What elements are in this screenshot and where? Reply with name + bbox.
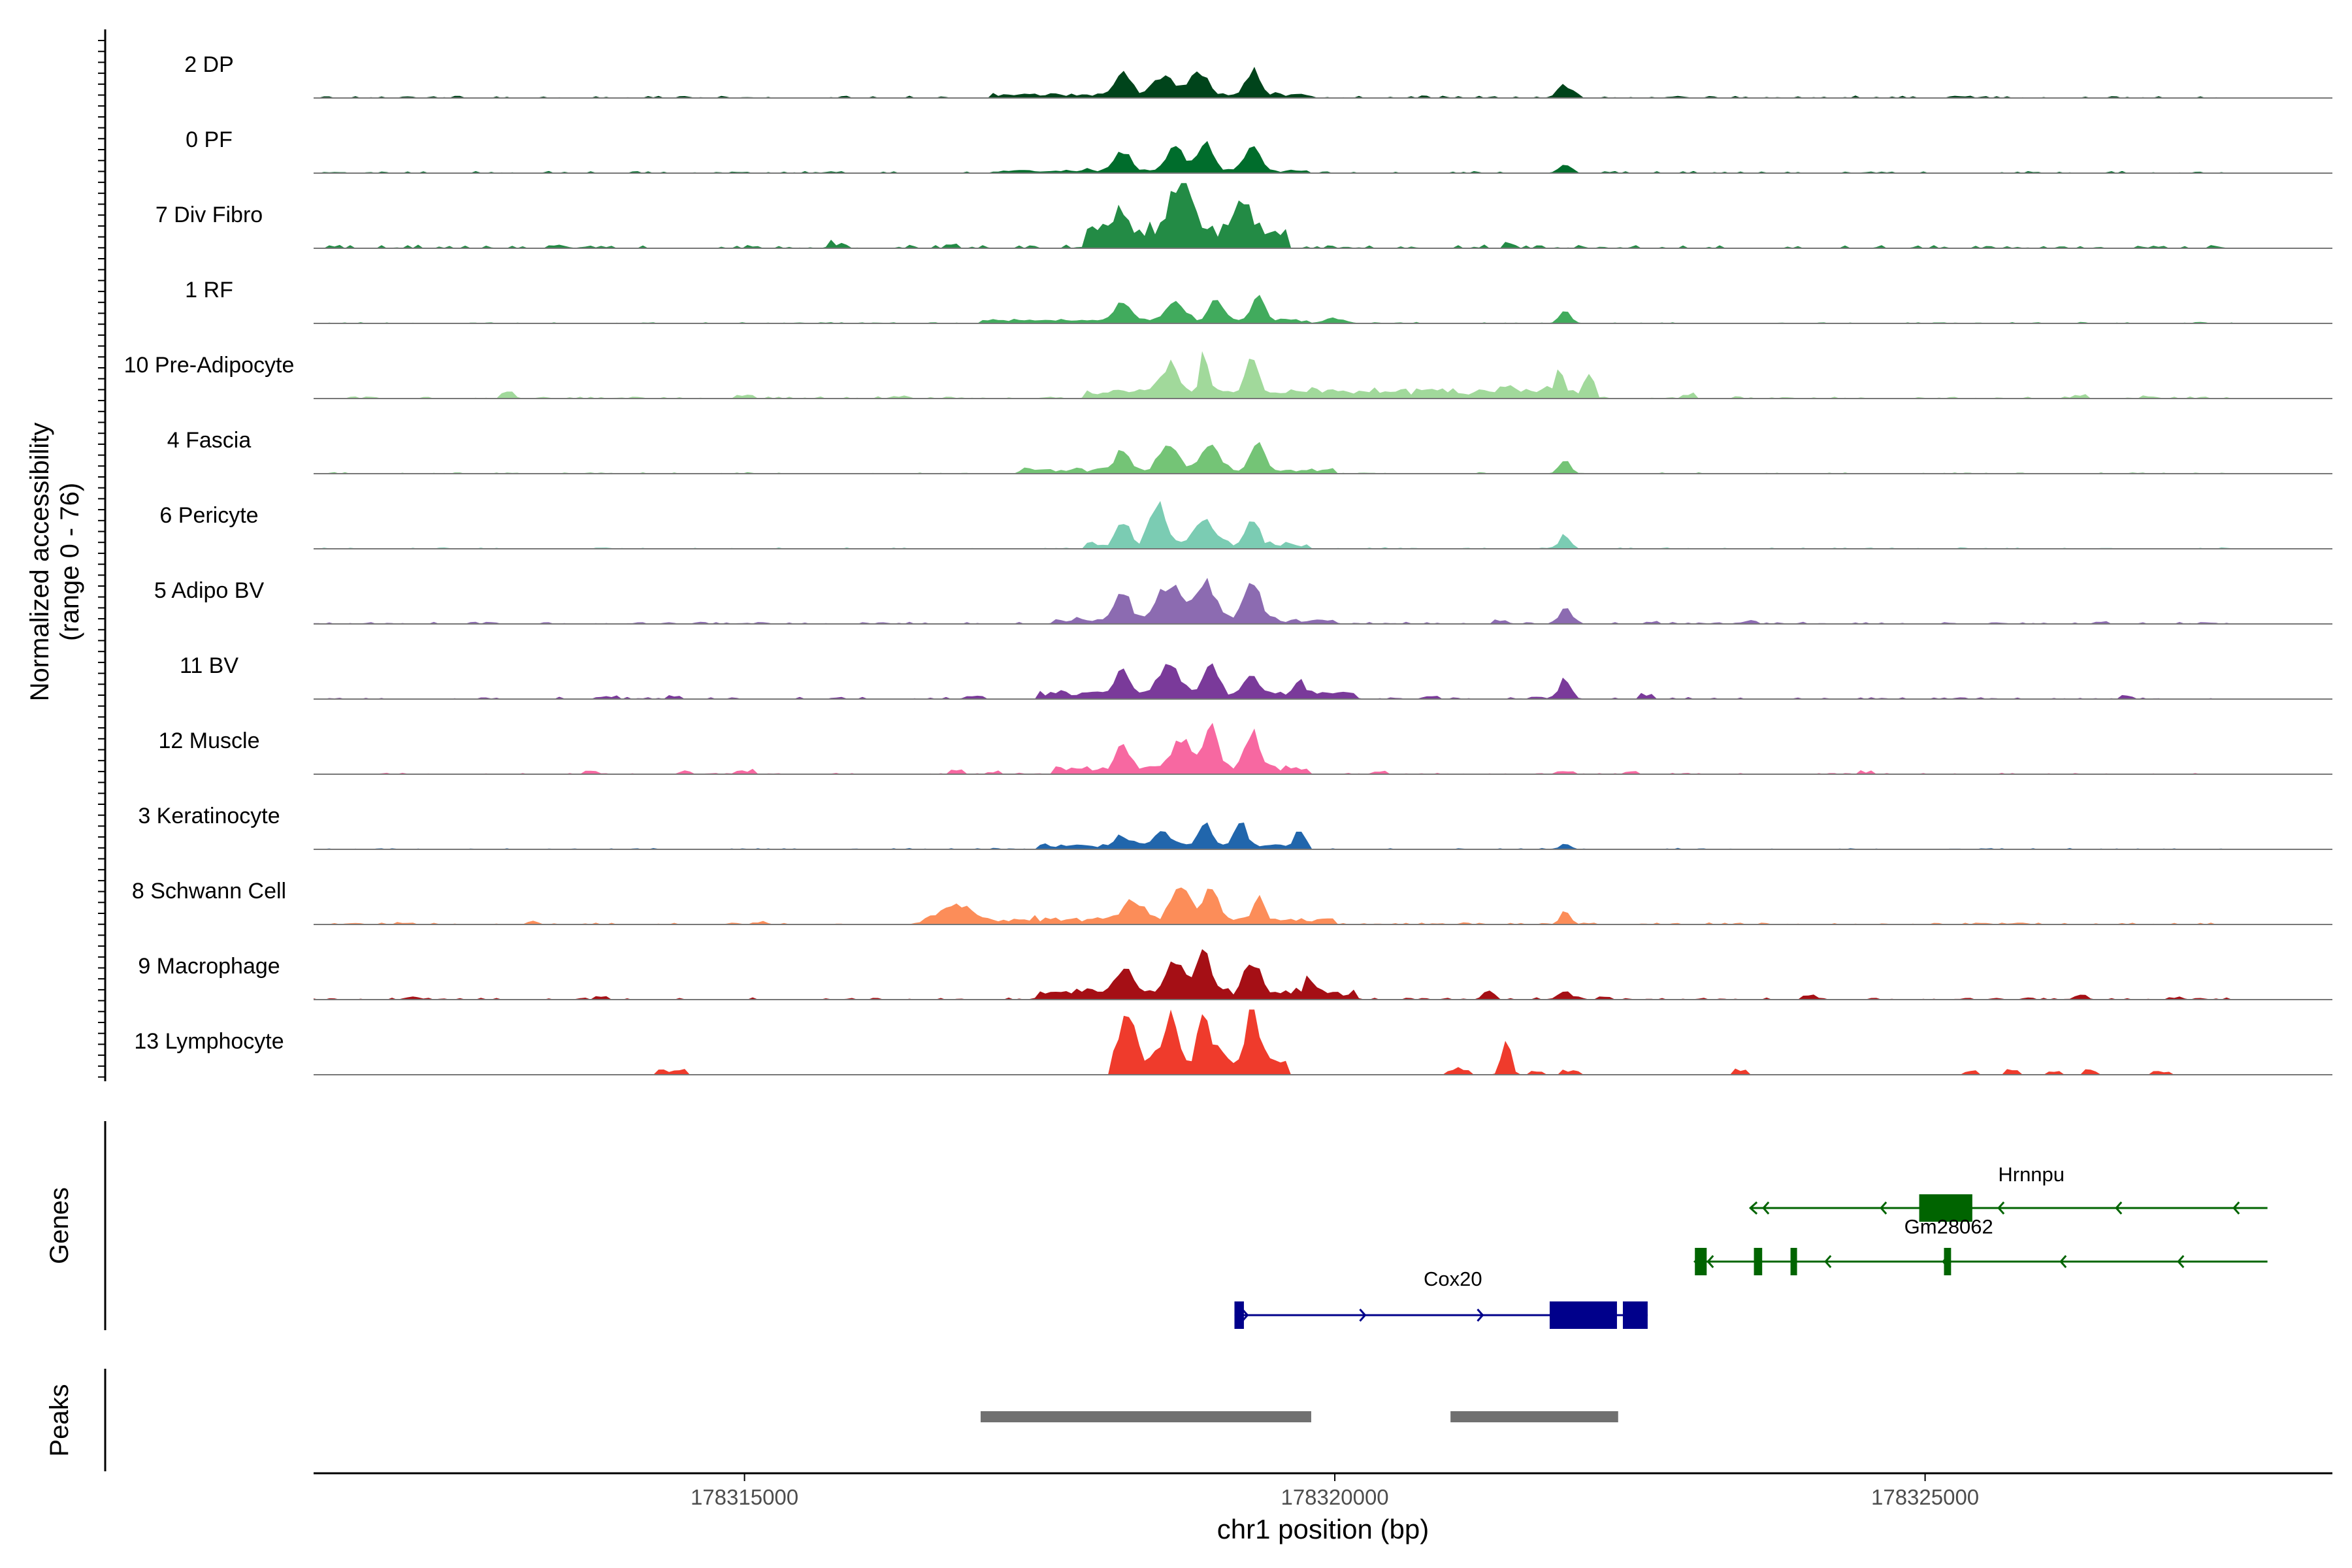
strand-arrow-icon	[1241, 1309, 1249, 1322]
x-axis-ticks: 178315000 178320000 178325000	[691, 1473, 1979, 1509]
track-0-pf: 0 PF	[186, 127, 2332, 174]
peak-region-bar	[1450, 1411, 1618, 1422]
coverage-area	[314, 723, 2234, 774]
gene-exon	[1695, 1248, 1707, 1275]
x-tick-label: 178315000	[691, 1485, 798, 1509]
gene-exon	[1944, 1248, 1952, 1275]
gene-label: Gm28062	[1904, 1215, 1993, 1238]
strand-arrow-icon	[1359, 1309, 1367, 1322]
coverage-area	[314, 1009, 2234, 1075]
track-label: 8 Schwann Cell	[132, 879, 286, 904]
track-label: 6 Pericyte	[159, 503, 258, 528]
peak-regions	[980, 1411, 1618, 1422]
peak-region-bar	[980, 1411, 1311, 1422]
track-label: 2 DP	[184, 52, 234, 77]
coverage-area	[314, 140, 2234, 173]
track-label: 9 Macrophage	[138, 954, 280, 979]
x-tick-label: 178325000	[1871, 1485, 1979, 1509]
y-axis	[98, 29, 106, 1081]
track-2-dp: 2 DP	[184, 52, 2332, 99]
track-label: 7 Div Fibro	[155, 203, 263, 227]
y-axis-title-line2: (range 0 - 76)	[56, 483, 84, 641]
track-12-muscle: 12 Muscle	[159, 723, 2332, 775]
track-10-pre-adipocyte: 10 Pre-Adipocyte	[124, 351, 2332, 399]
strand-arrow-icon	[1762, 1201, 1770, 1215]
track-label: 5 Adipo BV	[154, 578, 265, 603]
track-label: 10 Pre-Adipocyte	[124, 353, 295, 378]
track-11-bv: 11 BV	[180, 653, 2332, 700]
strand-arrow-icon	[2232, 1201, 2240, 1215]
strand-arrow-icon	[2115, 1201, 2123, 1215]
track-9-macrophage: 9 Macrophage	[138, 949, 2332, 1000]
gene-exon	[1234, 1301, 1244, 1329]
x-axis-title: chr1 position (bp)	[1217, 1514, 1429, 1544]
coverage-tracks: 2 DP 0 PF 7 Div Fibro 1 RF 10 Pre-Adipocyte 4…	[124, 52, 2332, 1075]
gene-annotations: Hrnnpu Gm28062 Cox20	[1234, 1163, 2268, 1329]
y-axis-title-line1: Normalized accessibility	[25, 423, 54, 702]
track-13-lymphocyte: 13 Lymphocyte	[134, 1009, 2332, 1075]
coverage-area	[314, 442, 2234, 474]
track-label: 3 Keratinocyte	[138, 804, 280, 828]
strand-arrow-icon	[1880, 1201, 1887, 1215]
strand-arrow-icon	[1748, 1201, 1758, 1215]
track-8-schwann-cell: 8 Schwann Cell	[132, 879, 2332, 925]
genes-track-label: Genes	[45, 1187, 74, 1264]
track-7-div-fibro: 7 Div Fibro	[155, 183, 2332, 249]
track-1-rf: 1 RF	[185, 278, 2332, 324]
coverage-area	[314, 295, 2234, 323]
coverage-area	[314, 949, 2234, 1000]
track-3-keratinocyte: 3 Keratinocyte	[138, 804, 2332, 850]
gene-label: Cox20	[1424, 1267, 1482, 1290]
gene-gm28062: Gm28062	[1693, 1215, 2268, 1275]
track-4-fascia: 4 Fascia	[167, 428, 2332, 474]
gene-hrnnpu: Hrnnpu	[1748, 1163, 2268, 1222]
strand-arrow-icon	[1997, 1201, 2005, 1215]
track-label: 4 Fascia	[167, 428, 252, 453]
strand-arrow-icon	[2177, 1255, 2185, 1268]
track-label: 0 PF	[186, 127, 233, 152]
coverage-area	[314, 663, 2234, 699]
track-label: 13 Lymphocyte	[134, 1029, 284, 1054]
strand-arrow-icon	[1707, 1255, 1714, 1268]
gene-exon	[1549, 1301, 1617, 1329]
coverage-area	[314, 578, 2234, 624]
strand-arrow-icon	[1477, 1309, 1484, 1322]
gene-exon	[1790, 1248, 1797, 1275]
peaks-track-label: Peaks	[45, 1384, 74, 1456]
coverage-area	[314, 183, 2234, 248]
gene-exon	[1754, 1248, 1763, 1275]
track-5-adipo-bv: 5 Adipo BV	[154, 578, 2332, 625]
strand-arrow-icon	[2059, 1255, 2067, 1268]
gene-label: Hrnnpu	[1998, 1163, 2065, 1186]
track-6-pericyte: 6 Pericyte	[159, 500, 2332, 549]
track-label: 1 RF	[185, 278, 233, 302]
track-label: 12 Muscle	[159, 728, 260, 753]
strand-arrow-icon	[1824, 1255, 1832, 1268]
gene-exon	[1622, 1301, 1648, 1329]
coverage-area	[314, 500, 2234, 549]
coverage-area	[314, 67, 2234, 98]
coverage-area	[314, 887, 2234, 924]
coverage-area	[314, 351, 2234, 399]
gene-cox20: Cox20	[1234, 1267, 1648, 1329]
gene-exon	[1919, 1194, 1972, 1222]
coverage-area	[314, 822, 2234, 849]
x-tick-label: 178320000	[1281, 1485, 1388, 1509]
track-label: 11 BV	[180, 653, 238, 678]
